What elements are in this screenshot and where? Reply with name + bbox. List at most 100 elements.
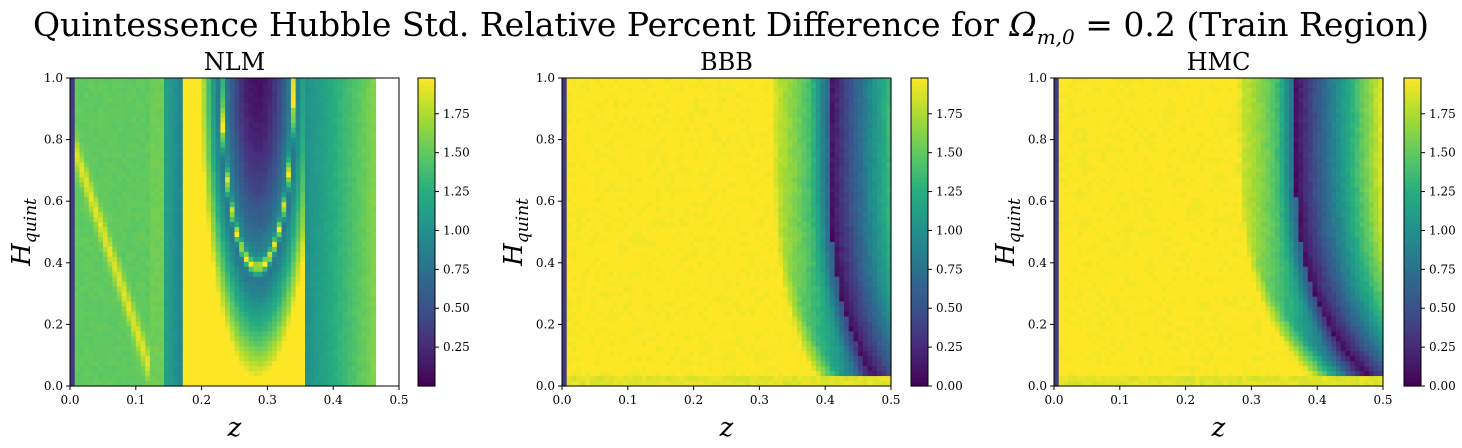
heatmap-cell — [220, 212, 226, 218]
heatmap-cell — [342, 376, 348, 382]
heatmap-cell — [590, 102, 596, 109]
heatmap-cell — [225, 117, 231, 124]
heatmap-cell — [70, 97, 76, 104]
colorbar-segment — [418, 104, 435, 110]
heatmap-cell — [314, 381, 320, 387]
heatmap-cell — [192, 102, 198, 109]
heatmap-cell — [211, 78, 217, 84]
heatmap-cell — [206, 326, 212, 332]
heatmap-cell — [258, 172, 264, 178]
heatmap-cell — [290, 276, 297, 283]
heatmap-cell — [126, 241, 132, 248]
heatmap-cell — [168, 192, 174, 198]
heatmap-cell — [366, 311, 372, 318]
heatmap-cell — [290, 301, 297, 308]
heatmap-cell — [342, 271, 348, 278]
heatmap-cell — [88, 172, 95, 178]
heatmap-cell — [135, 241, 142, 248]
heatmap-cell — [173, 261, 179, 268]
heatmap-cell — [164, 351, 170, 357]
heatmap-cell — [79, 167, 85, 173]
heatmap-cell — [84, 366, 90, 372]
heatmap-cell — [70, 177, 76, 183]
heatmap-cell — [370, 217, 377, 223]
heatmap-cell — [707, 107, 713, 114]
heatmap-cell — [107, 326, 113, 332]
heatmap-cell — [196, 361, 203, 367]
heatmap-cell — [126, 281, 132, 288]
colorbar-segment — [418, 228, 435, 233]
heatmap-cell — [853, 82, 859, 89]
heatmap-cell — [112, 296, 118, 303]
heatmap-cell — [164, 97, 170, 104]
heatmap-cell — [248, 207, 254, 213]
heatmap-cell — [792, 87, 798, 94]
heatmap-cell — [74, 276, 80, 283]
heatmap-cell — [243, 172, 250, 178]
heatmap-cell — [112, 336, 118, 342]
heatmap-cell — [182, 316, 189, 323]
heatmap-cell — [239, 122, 245, 129]
heatmap-cell — [70, 306, 76, 313]
heatmap-cell — [84, 336, 90, 342]
heatmap-cell — [140, 207, 146, 213]
heatmap-cell — [211, 102, 217, 109]
heatmap-cell — [342, 152, 348, 159]
heatmap-cell — [159, 127, 165, 134]
heatmap-cell — [323, 326, 330, 332]
heatmap-cell — [300, 361, 306, 367]
heatmap-cell — [70, 246, 76, 253]
heatmap-cell — [178, 212, 184, 218]
heatmap-cell — [131, 227, 137, 233]
heatmap-cell — [107, 251, 113, 258]
heatmap-cell — [792, 82, 798, 89]
heatmap-cell — [886, 78, 892, 84]
heatmap-cell — [93, 212, 99, 218]
heatmap-cell — [182, 197, 189, 203]
heatmap-cell — [117, 371, 123, 377]
heatmap-cell — [333, 256, 339, 263]
heatmap-cell — [300, 132, 306, 139]
heatmap-cell — [356, 107, 362, 114]
heatmap-cell — [300, 117, 306, 124]
heatmap-cell — [309, 356, 315, 362]
heatmap-cell — [154, 197, 160, 203]
heatmap-cell — [276, 182, 283, 188]
heatmap-cell — [145, 167, 151, 173]
heatmap-cell — [712, 102, 718, 109]
heatmap-cell — [145, 127, 151, 134]
heatmap-cell — [140, 356, 146, 362]
heatmap-cell — [117, 157, 123, 164]
heatmap-cell — [192, 197, 198, 203]
heatmap-cell — [782, 122, 789, 129]
heatmap-cell — [300, 192, 306, 198]
heatmap-cell — [300, 202, 306, 208]
heatmap-cell — [328, 331, 334, 337]
heatmap-cell — [585, 87, 591, 94]
heatmap-cell — [764, 132, 770, 139]
heatmap-cell — [107, 246, 113, 253]
heatmap-cell — [309, 167, 315, 173]
heatmap-cell — [112, 281, 118, 288]
heatmap-cell — [192, 276, 198, 283]
heatmap-cell — [262, 316, 268, 323]
heatmap-cell — [229, 78, 236, 84]
heatmap-cell — [717, 82, 723, 89]
heatmap-cell — [239, 157, 245, 164]
heatmap-cell — [243, 251, 250, 258]
heatmap-cell — [721, 107, 728, 114]
heatmap-cell — [117, 162, 123, 169]
heatmap-cell — [253, 192, 259, 198]
heatmap-cell — [215, 376, 221, 382]
heatmap-cell — [258, 346, 264, 352]
heatmap-cell — [88, 336, 95, 342]
heatmap-cell — [192, 122, 198, 129]
heatmap-cell — [674, 112, 681, 119]
heatmap-cell — [811, 78, 817, 84]
heatmap-cell — [84, 356, 90, 362]
heatmap-cell — [229, 157, 236, 164]
heatmap-cell — [717, 97, 723, 104]
heatmap-cell — [328, 326, 334, 332]
heatmap-cell — [112, 371, 118, 377]
